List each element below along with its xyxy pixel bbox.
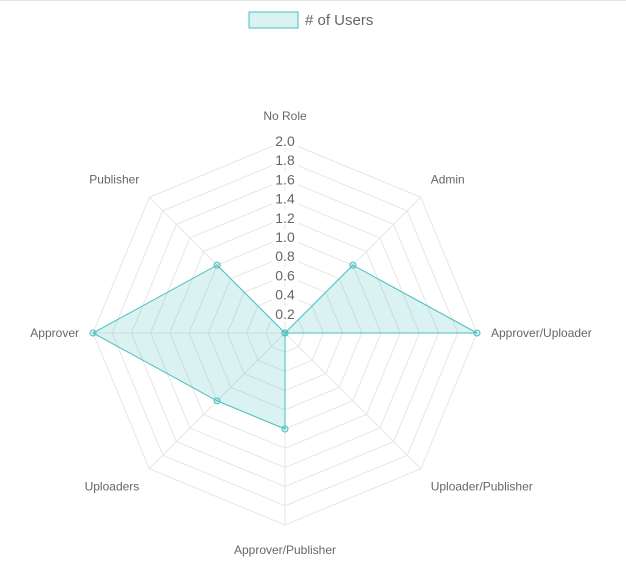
- category-label: Approver/Publisher: [234, 543, 336, 557]
- data-point-publisher[interactable]: [213, 261, 221, 269]
- data-point-approver[interactable]: [89, 329, 97, 337]
- tick-label: 1.4: [275, 191, 295, 207]
- data-point-uploader-publisher[interactable]: [281, 329, 289, 337]
- data-point-approver-publisher[interactable]: [281, 425, 289, 433]
- category-label: Approver: [30, 326, 79, 340]
- tick-backdrop: [272, 248, 298, 264]
- category-label: Uploaders: [85, 479, 140, 493]
- category-label: Publisher: [89, 173, 139, 187]
- data-point-admin[interactable]: [349, 261, 357, 269]
- tick-label: 0.6: [275, 267, 295, 283]
- tick-backdrop: [272, 190, 298, 206]
- tick-label: 0.2: [275, 306, 295, 322]
- radial-ticks: 2.0 1.8 1.6 1.4 1.2 1.0 0.8 0.6 0.4 0.2: [272, 133, 298, 322]
- tick-backdrop: [272, 209, 298, 225]
- category-label: No Role: [263, 109, 307, 123]
- tick-label: 0.4: [275, 287, 295, 303]
- category-label: Admin: [431, 173, 465, 187]
- data-point-uploaders[interactable]: [213, 397, 221, 405]
- legend-label[interactable]: # of Users: [305, 12, 373, 29]
- legend[interactable]: # of Users: [248, 11, 373, 29]
- series-area: [91, 264, 478, 430]
- data-series: [89, 261, 481, 433]
- data-point-approver-uploader[interactable]: [473, 329, 481, 337]
- tick-label: 1.2: [275, 210, 295, 226]
- top-divider: [0, 0, 626, 1]
- tick-label: 1.8: [275, 152, 295, 168]
- tick-label: 1.6: [275, 171, 295, 187]
- tick-label: 0.8: [275, 248, 295, 264]
- tick-label: 2.0: [275, 133, 295, 149]
- tick-backdrop: [272, 286, 298, 302]
- tick-label: 1.0: [275, 229, 295, 245]
- tick-backdrop: [272, 171, 298, 187]
- tick-backdrop: [272, 133, 298, 148]
- tick-backdrop: [272, 152, 298, 168]
- tick-backdrop: [272, 305, 298, 321]
- tick-backdrop: [272, 267, 298, 283]
- category-label: Approver/Uploader: [491, 326, 592, 340]
- category-labels: No Role Admin Approver/Uploader Uploader/Pu…: [30, 109, 591, 557]
- grid-spoke: [284, 332, 422, 470]
- tick-backdrop: [272, 229, 298, 244]
- legend-swatch[interactable]: [248, 11, 299, 29]
- category-label: Uploader/Publisher: [431, 479, 533, 493]
